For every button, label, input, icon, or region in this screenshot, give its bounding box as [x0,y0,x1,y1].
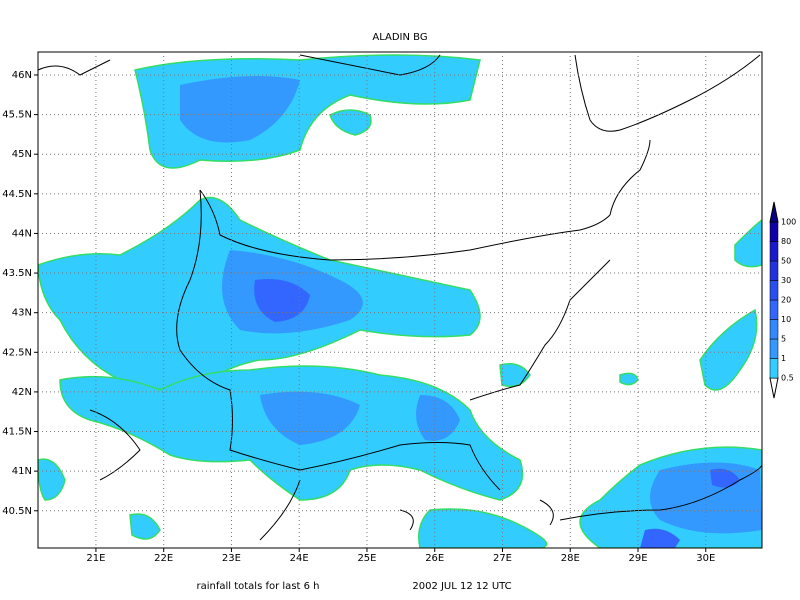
colorbar-label: 80 [781,237,791,246]
x-tick-label: 23E [222,553,241,564]
rain-heavy [254,279,740,548]
colorbar-swatch [769,280,779,301]
rain-field [38,54,762,548]
y-tick-label: 42N [12,387,32,398]
y-tick-label: 44.5N [2,189,32,200]
y-tick-label: 45N [12,149,32,160]
y-tick-label: 42.5N [2,347,32,358]
map-title: ALADIN BG [372,32,427,43]
colorbar-swatch [769,338,779,359]
colorbar-swatch [769,299,779,320]
x-tick-label: 30E [696,553,715,564]
colorbar: 0.5 1 5 10 20 30 50 80 100 [769,201,796,399]
footer-right: 2002 JUL 12 12 UTC [412,581,511,592]
y-tick-label: 44N [12,228,32,239]
map-frame [37,51,763,549]
x-tick-label: 27E [493,553,512,564]
colorbar-label: 10 [781,315,791,324]
graticule: 21E 22E 23E 24E 25E 26E 27E 28E 29E 30E 40.5N 41N 41… [2,52,762,564]
colorbar-bottom-cap [769,377,779,399]
colorbar-swatch [769,241,779,262]
colorbar-swatch [769,221,779,242]
colorbar-swatch [769,260,779,281]
colorbar-swatch [769,358,779,379]
y-tick-label: 41N [12,466,32,477]
colorbar-swatch [769,319,779,340]
x-tick-label: 25E [357,553,376,564]
colorbar-label: 5 [781,335,786,344]
x-tick-label: 28E [561,553,580,564]
rain-light [38,54,762,548]
colorbar-label: 50 [781,257,791,266]
colorbar-label: 1 [781,354,786,363]
colorbar-label: 100 [781,218,796,227]
footer-left: rainfall totals for last 6 h [196,581,319,592]
x-tick-label: 22E [154,553,173,564]
colorbar-top-cap [769,201,779,223]
y-tick-label: 43.5N [2,268,32,279]
colorbar-label: 20 [781,296,791,305]
x-tick-label: 24E [290,553,309,564]
x-tick-label: 26E [425,553,444,564]
colorbar-label: 30 [781,276,791,285]
x-tick-label: 21E [86,553,105,564]
y-tick-label: 43N [12,308,32,319]
colorbar-label: 0.5 [781,374,794,383]
borders [37,54,763,541]
y-tick-label: 46N [12,70,32,81]
y-tick-label: 40.5N [2,506,32,517]
y-tick-label: 45.5N [2,110,32,121]
y-tick-label: 41.5N [2,427,32,438]
x-tick-label: 29E [628,553,647,564]
